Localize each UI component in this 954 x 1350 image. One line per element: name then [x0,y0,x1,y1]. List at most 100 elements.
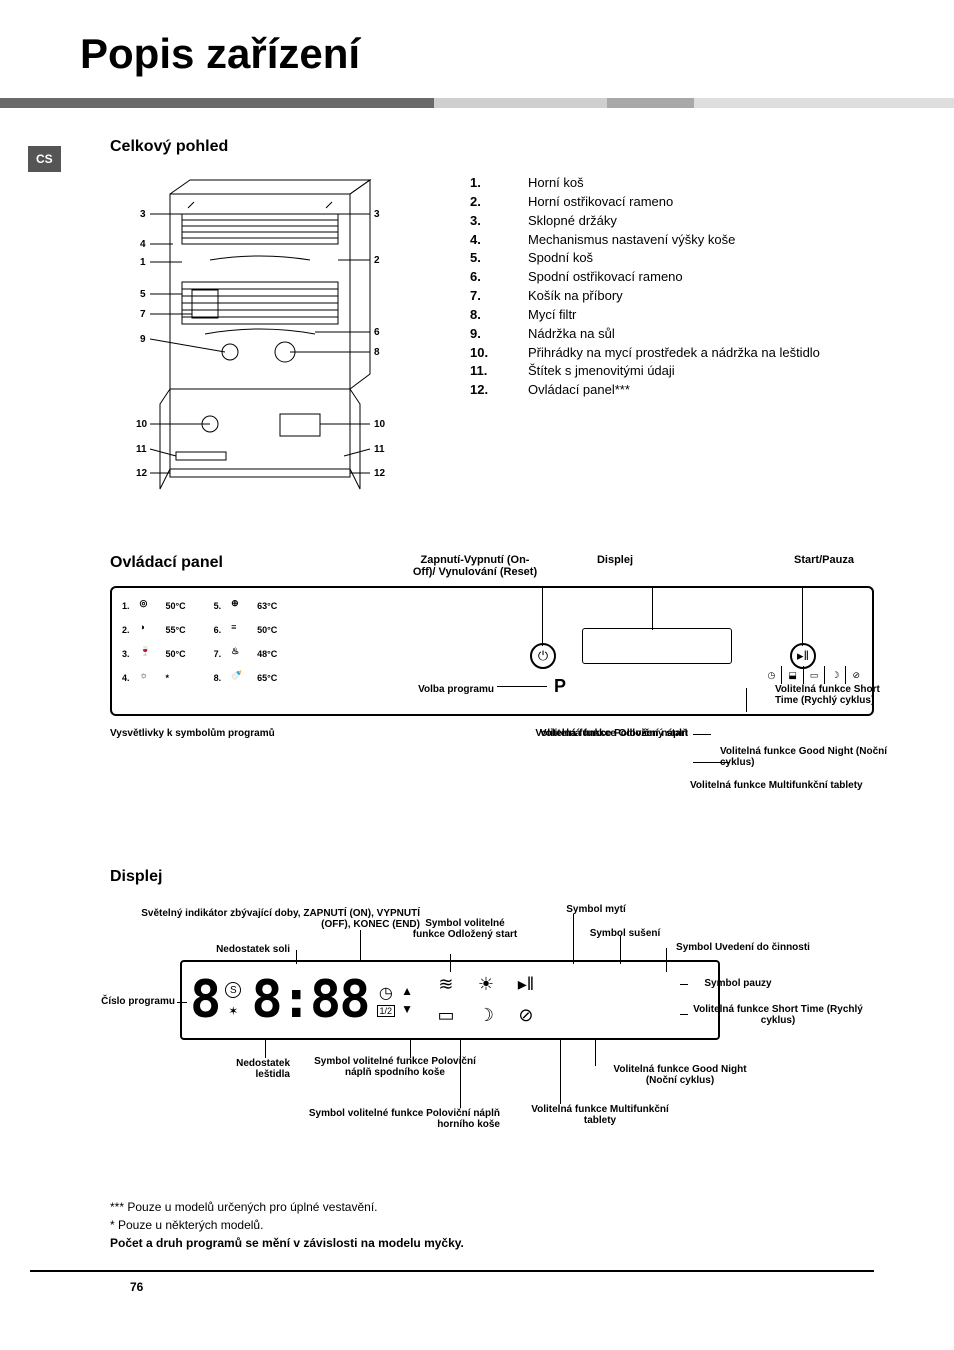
auto-icon: ◑ [140,622,156,638]
list-item: 3.Sklopné držáky [470,212,820,231]
clock-small-icon: ◷ [379,983,393,1003]
list-item: 12.Ovládací panel*** [470,381,820,400]
low-salt-label: Nedostatek soli [170,944,290,955]
delicate-icon: ♨ [231,646,247,662]
p-letter: P [554,676,566,697]
power-button-icon: ⏻ [530,643,556,669]
panel-heading: Ovládací panel [110,554,370,572]
svg-text:7: 7 [140,309,146,320]
control-panel-diagram: 1.◎50°C 5.⊕63°C 2.◑55°C 6.≡50°C 3.🍷50°C … [110,586,874,716]
time-seg: 8:88 [251,970,368,1030]
svg-text:9: 9 [140,334,146,345]
list-item: 5.Spodní koš [470,249,820,268]
half-lower-label: Symbol volitelné funkce Poloviční náplň … [310,1056,480,1078]
language-tab: CS [28,146,61,172]
svg-text:12: 12 [136,468,148,479]
program-number-seg: 8 [190,970,219,1030]
half-upper-label: Symbol volitelné funkce Poloviční náplň … [280,1108,500,1130]
multitab-label: Volitelná funkce Multifunkční tablety [690,780,900,791]
display-section: Displej Světelný indikátor zbývající dob… [110,868,874,1188]
footnotes: *** Pouze u modelů určených pro úplné ve… [110,1198,874,1252]
list-item: 6.Spodní ostřikovací rameno [470,268,820,287]
overview-heading: Celkový pohled [110,138,874,156]
tablet-small-icon: ▭ [431,1005,461,1026]
rinse-star-icon: ✶ [228,1004,238,1018]
list-item: 4.Mechanismus nastavení výšky koše [470,231,820,250]
bar-segment [694,98,954,108]
auto-intensive-icon: ⊕ [231,598,247,614]
play-pause-icon: ▸‖ [511,974,541,995]
svg-text:11: 11 [374,444,385,455]
svg-text:4: 4 [140,239,146,250]
svg-text:5: 5 [140,289,146,300]
program-select-label: Volba programu [414,684,494,695]
tablet-icon: ▭ [810,670,819,681]
control-panel-section: Ovládací panel Zapnutí-Vypnutí (On-Off)/… [110,554,874,838]
option-icons: ◷ ⬓ ▭ ☽ ⊘ [767,666,860,684]
list-item: 7.Košík na příbory [470,287,820,306]
up-arrow-icon: ▲ [401,984,413,998]
list-item: 8.Mycí filtr [470,306,820,325]
babycare-icon: 🍼 [231,670,247,686]
bar-segment [607,98,694,108]
glass-icon: 🍷 [140,646,156,662]
list-item: 9.Nádržka na sůl [470,325,820,344]
dry-sun-icon: ☀ [471,974,501,995]
decorative-color-bar [0,98,954,108]
time-indicator-label: Světelný indikátor zbývající doby, ZAPNU… [110,908,420,930]
goodnight-opt-label: Volitelná funkce Good Night (Noční cyklu… [600,1064,760,1086]
list-item: 10.Přihrádky na mycí prostředek a nádržk… [470,344,820,363]
moon-small-icon: ☽ [471,1005,501,1026]
wash-symbol-label: Symbol mytí [556,904,636,915]
eco-icon: ◎ [140,598,156,614]
running-symbol-label: Symbol Uvedení do činnosti [658,942,828,953]
startpause-label: Start/Pauza [774,554,874,566]
display-heading: Displej [110,868,874,886]
footnote-line: Počet a druh programů se mění v závislos… [110,1234,874,1252]
dry-symbol-label: Symbol sušení [580,928,670,939]
fast-icon: ≡ [231,622,247,638]
onoff-label: Zapnutí-Vypnutí (On-Off)/ Vynulování (Re… [410,554,540,578]
svg-text:12: 12 [374,468,386,479]
display-label: Displej [580,554,650,566]
page-number: 76 [130,1280,874,1294]
half-box: 1/2 [377,1005,396,1017]
bottom-rule [30,1270,874,1272]
svg-text:10: 10 [374,419,386,430]
svg-text:6: 6 [374,327,380,338]
shorttime-label: Volitelná funkce Short Time (Rychlý cykl… [775,684,895,706]
svg-text:3: 3 [374,209,380,220]
goodnight-label: Volitelná funkce Good Night (Noční cyklu… [720,746,910,768]
svg-text:1: 1 [140,257,146,268]
svg-text:2: 2 [374,255,380,266]
svg-text:3: 3 [140,209,146,220]
footnote-line: *** Pouze u modelů určených pro úplné ve… [110,1198,874,1216]
shorttime-icon: ⊘ [852,670,860,681]
halfload-label: Volitelná funkce Poloviční náplň [468,728,688,739]
bar-segment [0,98,434,108]
list-item: 1.Horní koš [470,174,820,193]
shorttime-small-icon: ⊘ [511,1005,541,1026]
display-diagram: 8 S ✶ 8:88 ◷ 1/2 ▲ ▼ ≋ ▭ [180,960,720,1040]
wash-waves-icon: ≋ [431,974,461,995]
footnote-line: * Pouze u některých modelů. [110,1216,874,1234]
halfload-icon: ⬓ [788,670,797,681]
program-number-label: Číslo programu [80,996,175,1007]
svg-text:8: 8 [374,347,380,358]
delay-symbol-label: Symbol volitelné funkce Odložený start [410,918,520,940]
down-arrow-icon: ▼ [401,1002,413,1016]
page-title: Popis zařízení [0,0,954,98]
svg-text:10: 10 [136,419,148,430]
svg-text:11: 11 [136,444,147,455]
multi-opt-label: Volitelná funkce Multifunkční tablety [530,1104,670,1126]
list-item: 11.Štítek s jmenovitými údaji [470,362,820,381]
clock-icon: ◷ [767,670,775,681]
legend-label: Vysvětlivky k symbolům programů [110,728,275,739]
list-item: 2.Horní ostřikovací rameno [470,193,820,212]
low-rinse-label: Nedostatek leštidla [210,1058,290,1080]
overview-item-list: 1.Horní koš 2.Horní ostřikovací rameno 3… [470,174,820,514]
bar-segment [434,98,607,108]
moon-icon: ☽ [831,670,839,681]
soak-icon: ☼ [140,670,156,686]
dishwasher-diagram: 3 3 4 1 2 5 7 9 6 8 10 10 11 11 12 12 [110,174,410,514]
